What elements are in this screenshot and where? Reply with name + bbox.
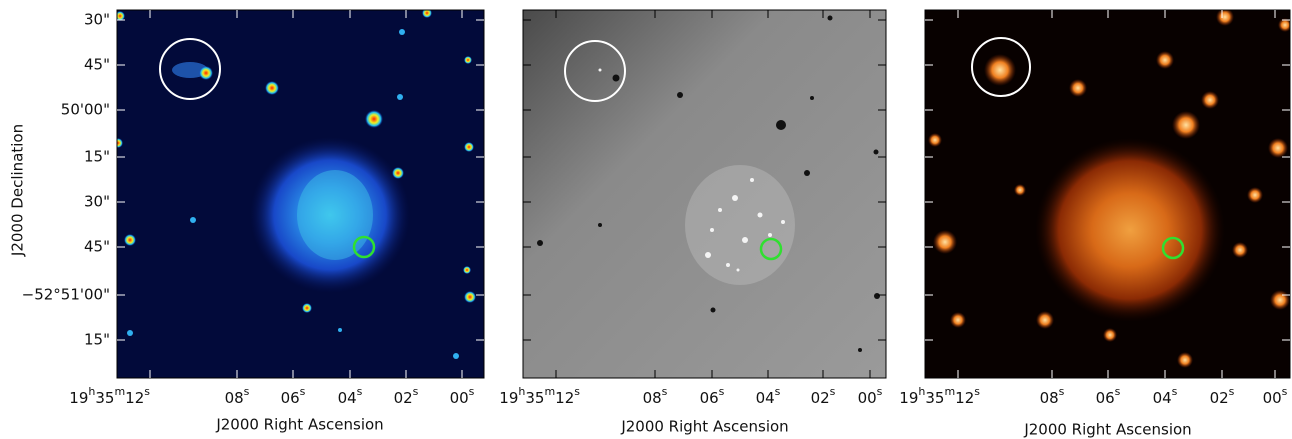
x-tick-label-part: 19	[69, 389, 88, 407]
x-axis-label: J2000 Right Ascension	[215, 416, 383, 434]
x-tick-label-part: s	[244, 385, 250, 398]
image-panel-2	[523, 10, 886, 378]
y-tick-label: 15"	[84, 148, 110, 166]
x-tick-label-part: h	[518, 385, 525, 398]
x-tick-label-part: 00	[858, 389, 877, 407]
x-tick-label-part: s	[1115, 385, 1121, 398]
x-tick-label-part: 04	[1153, 389, 1172, 407]
x-tick-label-part: 12	[555, 389, 574, 407]
x-tick-label-part: 06	[700, 389, 719, 407]
x-tick-label-part: s	[357, 385, 363, 398]
x-tick-label-part: s	[974, 385, 980, 398]
y-tick-label: 45"	[84, 238, 110, 256]
x-tick-label: 04s	[338, 385, 363, 407]
x-tick-label-part: 08	[643, 389, 662, 407]
x-tick-label: 08s	[643, 385, 668, 407]
x-tick-label-part: 00	[1263, 389, 1282, 407]
x-tick-label-part: s	[877, 385, 883, 398]
x-tick-label: 02s	[1210, 385, 1235, 407]
y-axis-label: J2000 Declination	[9, 124, 27, 257]
x-tick-label-part: s	[1059, 385, 1065, 398]
x-tick-label-part: 04	[338, 389, 357, 407]
x-tick-label-part: s	[413, 385, 419, 398]
x-axis-label: J2000 Right Ascension	[1023, 421, 1191, 439]
x-tick-label-part: s	[469, 385, 475, 398]
x-tick-label-part: 00	[450, 389, 469, 407]
x-tick-label: 00s	[858, 385, 883, 407]
x-tick-label-part: m	[114, 385, 125, 398]
x-tick-label: 06s	[700, 385, 725, 407]
image-panel-1	[113, 8, 484, 378]
x-tick-label-part: 02	[811, 389, 830, 407]
x-tick-label-part: s	[1229, 385, 1235, 398]
x-tick-label-part: s	[144, 385, 150, 398]
x-tick-label-part: 35	[95, 389, 114, 407]
x-tick-label-part: 12	[955, 389, 974, 407]
x-tick-label: 08s	[225, 385, 250, 407]
x-tick-label-part: 06	[1096, 389, 1115, 407]
x-tick-label-part: 08	[1040, 389, 1059, 407]
image-panel-3	[925, 8, 1292, 378]
x-tick-label: 08s	[1040, 385, 1065, 407]
x-tick-label-part: h	[918, 385, 925, 398]
x-tick-label: 06s	[1096, 385, 1121, 407]
x-tick-label-part: s	[775, 385, 781, 398]
x-tick-label: 19h35m12s	[499, 385, 580, 407]
x-tick-label: 04s	[1153, 385, 1178, 407]
x-tick-label-part: 04	[756, 389, 775, 407]
x-tick-label-part: s	[662, 385, 668, 398]
y-tick-label: 30"	[84, 11, 110, 29]
x-tick-label-part: 19	[899, 389, 918, 407]
y-tick-label: 50'00"	[61, 101, 110, 119]
x-tick-label-part: h	[88, 385, 95, 398]
x-tick-label-part: s	[574, 385, 580, 398]
x-tick-label: 04s	[756, 385, 781, 407]
y-tick-label: 45"	[84, 56, 110, 74]
x-tick-label-part: 06	[281, 389, 300, 407]
x-tick-label-part: 08	[225, 389, 244, 407]
x-tick-label-part: m	[544, 385, 555, 398]
x-axis-label: J2000 Right Ascension	[620, 418, 788, 436]
x-tick-label-part: 02	[394, 389, 413, 407]
x-tick-label: 06s	[281, 385, 306, 407]
x-tick-label-part: 12	[125, 389, 144, 407]
x-tick-label-part: s	[719, 385, 725, 398]
figure: J2000 Declination 30" 45" 50'00" 15" 30" 45" −…	[0, 0, 1292, 439]
x-tick-label-part: 02	[1210, 389, 1229, 407]
page: {"y_axis": {"label": "J2000 Declination"…	[0, 0, 1292, 439]
x-tick-label: 19h35m12s	[69, 385, 150, 407]
x-tick-label-part: s	[1172, 385, 1178, 398]
y-tick-label: 30"	[84, 193, 110, 211]
y-tick-label: 15"	[84, 331, 110, 349]
x-tick-label-part: 19	[499, 389, 518, 407]
x-tick-label-part: s	[300, 385, 306, 398]
x-tick-label-part: s	[1282, 385, 1288, 398]
x-tick-label: 02s	[394, 385, 419, 407]
x-tick-label-part: m	[944, 385, 955, 398]
x-tick-label-part: 35	[525, 389, 544, 407]
x-tick-label: 02s	[811, 385, 836, 407]
x-tick-label-part: s	[830, 385, 836, 398]
y-tick-label: −52°51'00"	[22, 286, 110, 304]
x-tick-label-part: 35	[925, 389, 944, 407]
x-tick-label: 00s	[450, 385, 475, 407]
x-tick-label: 19h35m12s	[899, 385, 980, 407]
x-tick-label: 00s	[1263, 385, 1288, 407]
